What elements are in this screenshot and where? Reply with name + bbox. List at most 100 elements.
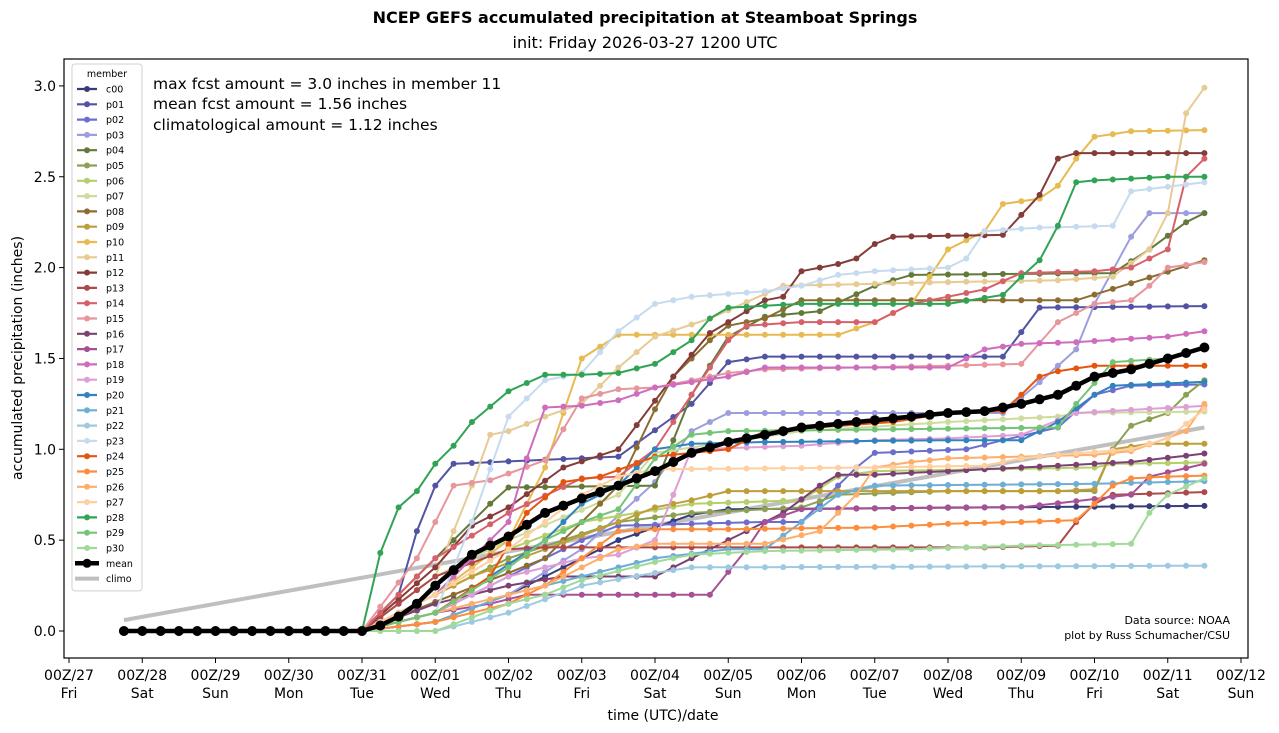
member-p12-point xyxy=(761,297,768,304)
member-p13-point xyxy=(395,600,402,607)
mean-point xyxy=(576,493,587,504)
member-p15-point xyxy=(597,390,604,397)
member-p23-point xyxy=(1128,188,1135,195)
x-tick-label: 00Z/10 xyxy=(1070,668,1120,684)
member-p06-point xyxy=(743,499,750,505)
member-p10-point xyxy=(597,343,604,350)
x-tick-day-label: Thu xyxy=(494,686,521,702)
member-p20-point xyxy=(761,439,768,445)
member-p23-point xyxy=(542,377,549,384)
member-p29-point xyxy=(926,425,933,432)
legend-item-p19: p19 xyxy=(77,375,124,386)
legend-marker xyxy=(84,392,90,398)
member-p28-point xyxy=(450,442,457,449)
member-p04-point xyxy=(999,271,1006,277)
member-p23-point xyxy=(853,270,860,277)
legend-label: p13 xyxy=(106,283,124,294)
member-p23-point xyxy=(1183,181,1190,188)
member-p08-point xyxy=(1054,297,1061,304)
member-p02-point xyxy=(945,447,951,453)
member-p10-point xyxy=(1109,131,1116,138)
mean-point xyxy=(228,626,239,636)
member-p23-point xyxy=(1018,225,1025,232)
member-p08-series xyxy=(120,257,1208,634)
member-p16-point xyxy=(816,482,823,489)
member-p24-point xyxy=(1018,391,1025,398)
member-p16-point xyxy=(945,468,951,475)
member-p19-point xyxy=(1183,403,1190,410)
member-p30-point xyxy=(963,544,970,551)
member-p19-point xyxy=(1128,406,1135,413)
member-p28-point xyxy=(560,371,567,378)
member-p08-point xyxy=(1109,285,1116,292)
member-p12-point xyxy=(523,491,530,498)
member-p10-point xyxy=(816,331,823,338)
member-p30-point xyxy=(981,543,988,550)
legend-label: p11 xyxy=(106,253,124,264)
member-p27-point xyxy=(798,465,805,472)
member-p16-point xyxy=(1018,464,1025,471)
mean-point xyxy=(155,626,166,636)
y-tick-label: 1.5 xyxy=(34,351,56,367)
legend-item-p29: p29 xyxy=(77,528,124,539)
member-p19-point xyxy=(542,564,549,571)
mean-point xyxy=(979,406,990,417)
member-p28-point xyxy=(1146,174,1153,181)
member-p15-point xyxy=(578,395,585,402)
member-p28-line xyxy=(123,175,1205,632)
member-p14-point xyxy=(1109,266,1116,273)
member-p18-point xyxy=(1109,336,1116,343)
mean-point xyxy=(320,626,331,636)
member-p29-point xyxy=(981,425,988,432)
member-p14-point xyxy=(468,532,475,539)
member-p24-point xyxy=(725,446,732,453)
member-p10-point xyxy=(542,464,549,471)
member-p08-point xyxy=(633,444,640,451)
member-p30-point xyxy=(1018,542,1025,549)
member-p24-point xyxy=(1201,362,1208,369)
x-tick-label: 00Z/28 xyxy=(117,668,167,684)
member-p25-point xyxy=(523,591,530,598)
member-p03-point xyxy=(706,419,713,425)
member-p27-point xyxy=(487,557,494,564)
member-p25-point xyxy=(908,522,915,529)
member-p11-point xyxy=(945,279,951,286)
y-tick-label: 0.0 xyxy=(34,624,56,640)
legend-marker xyxy=(84,483,90,490)
member-p16-point xyxy=(999,465,1006,472)
member-p20-point xyxy=(945,437,951,444)
member-p18-point xyxy=(1146,334,1153,341)
member-p09-point xyxy=(652,504,658,511)
member-p16-point xyxy=(1201,450,1208,457)
member-p17-point xyxy=(1109,493,1116,500)
member-p01-point xyxy=(1018,329,1025,336)
mean-point xyxy=(485,540,496,551)
member-p15-point xyxy=(1146,282,1153,289)
member-p16-point xyxy=(835,471,842,478)
member-p03-point xyxy=(1146,210,1153,217)
member-p15-point xyxy=(395,579,402,586)
member-p11-point xyxy=(890,280,897,287)
x-tick-day-label: Tue xyxy=(349,686,374,702)
mean-point xyxy=(851,417,862,427)
member-c00-point xyxy=(560,564,567,571)
member-p25-point xyxy=(432,618,439,625)
member-p11-point xyxy=(1073,276,1080,283)
member-p08-point xyxy=(450,591,457,598)
member-p15-point xyxy=(542,457,549,464)
member-p18-point xyxy=(798,364,805,371)
mean-point xyxy=(778,426,789,437)
legend-item-p30: p30 xyxy=(77,544,124,555)
member-p25-point xyxy=(981,519,988,526)
plot-frame xyxy=(63,58,1249,659)
member-p18-point xyxy=(1201,328,1208,335)
member-p28-point xyxy=(578,371,585,378)
member-p09-point xyxy=(816,488,823,495)
member-p29-point xyxy=(578,519,585,525)
member-p15-point xyxy=(450,482,457,489)
member-p22-point xyxy=(798,564,805,570)
member-p30-point xyxy=(1146,509,1153,516)
member-p16-point xyxy=(871,471,878,478)
member-p29-point xyxy=(432,609,439,616)
member-p26-point xyxy=(523,587,530,594)
